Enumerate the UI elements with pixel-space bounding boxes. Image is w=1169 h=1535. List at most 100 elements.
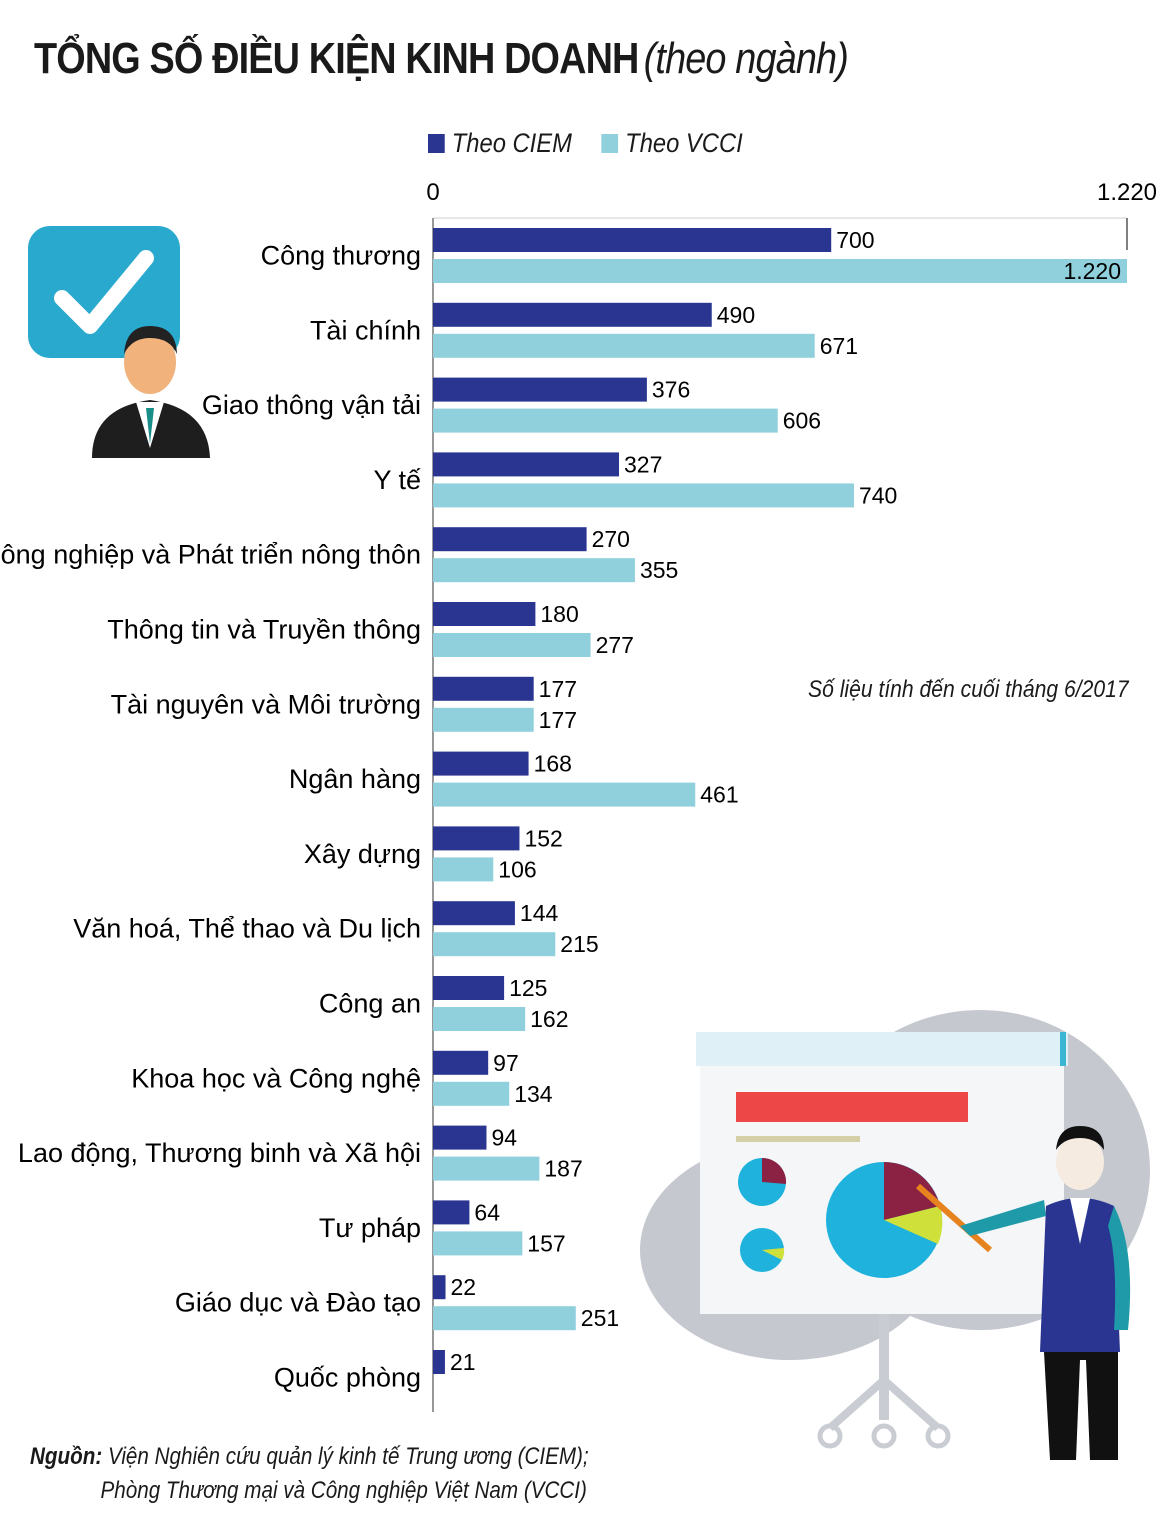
bar-vcci xyxy=(433,1007,526,1031)
legend: Theo CIEM Theo VCCI xyxy=(428,128,766,159)
data-label: 64 xyxy=(474,1199,500,1225)
bar-ciem xyxy=(433,1125,487,1150)
category-label: Khoa học và Công nghệ xyxy=(131,1063,421,1093)
legend-item-ciem: Theo CIEM xyxy=(428,128,572,159)
data-label: 461 xyxy=(700,782,738,808)
bar-ciem xyxy=(433,228,832,252)
category-label: Quốc phòng xyxy=(274,1363,421,1393)
data-label: 355 xyxy=(640,557,678,583)
data-label: 700 xyxy=(836,227,874,253)
data-label: 177 xyxy=(539,676,577,702)
legend-swatch-ciem xyxy=(428,134,445,153)
category-label: Nông nghiệp và Phát triển nông thôn xyxy=(0,540,421,570)
data-label: 21 xyxy=(450,1349,476,1375)
bar-vcci xyxy=(433,932,556,957)
bar-vcci xyxy=(433,259,1127,283)
checkmark-icon xyxy=(54,250,154,334)
legend-label-vcci: Theo VCCI xyxy=(625,128,743,158)
data-label: 1.220 xyxy=(1063,258,1121,284)
bar-vcci xyxy=(433,1081,510,1106)
checkmark-businessman-illustration xyxy=(28,226,210,458)
bar-vcci xyxy=(433,857,494,882)
bar-vcci xyxy=(433,333,815,358)
data-label: 606 xyxy=(783,408,821,434)
bar-vcci xyxy=(433,1231,523,1256)
presentation-illustration xyxy=(640,1010,1150,1460)
data-label: 490 xyxy=(717,302,755,328)
x-tick-label: 1.220 xyxy=(1097,179,1157,206)
data-label: 215 xyxy=(560,931,598,957)
bar-ciem xyxy=(433,452,620,477)
bar-vcci xyxy=(433,1306,576,1331)
data-label: 162 xyxy=(530,1006,568,1032)
category-label: Tài nguyên và Môi trường xyxy=(111,689,421,719)
bar-ciem xyxy=(433,1275,446,1300)
bar-ciem xyxy=(433,527,587,552)
data-label: 376 xyxy=(652,377,690,403)
category-label: Ngân hàng xyxy=(289,764,421,794)
bar-ciem xyxy=(433,602,536,626)
bar-ciem xyxy=(433,826,520,851)
data-label: 177 xyxy=(539,707,577,733)
data-label: 144 xyxy=(520,900,559,926)
source-line-1: Viện Nghiên cứu quản lý kinh tế Trung ươ… xyxy=(107,1443,589,1470)
legend-swatch-vcci xyxy=(601,134,619,153)
source-line-2: Phòng Thương mại và Công nghiệp Việt Nam… xyxy=(100,1477,587,1504)
bar-vcci xyxy=(433,707,534,732)
bar-vcci xyxy=(433,782,696,807)
legend-item-vcci: Theo VCCI xyxy=(601,128,743,159)
bar-vcci xyxy=(433,1156,540,1181)
category-label: Xây dựng xyxy=(304,839,421,869)
data-label: 22 xyxy=(451,1274,477,1300)
category-label: Tài chính xyxy=(310,315,421,345)
bar-ciem xyxy=(433,1350,445,1374)
category-label: Y tế xyxy=(373,465,421,495)
x-tick-label: 0 xyxy=(426,179,439,206)
data-label: 251 xyxy=(581,1305,619,1331)
data-label: 106 xyxy=(498,856,536,882)
source-note: Nguồn: Viện Nghiên cứu quản lý kinh tế T… xyxy=(30,1440,589,1508)
bar-ciem xyxy=(433,976,505,1000)
data-label: 327 xyxy=(624,451,662,477)
bar-ciem xyxy=(433,676,534,701)
bar-vcci xyxy=(433,633,591,657)
data-note: Số liệu tính đến cuối tháng 6/2017 xyxy=(808,676,1129,703)
data-label: 277 xyxy=(596,632,634,658)
category-label: Thông tin và Truyền thông xyxy=(107,615,421,645)
bar-vcci xyxy=(433,483,854,508)
title-main: TỔNG SỐ ĐIỀU KIỆN KINH DOANH xyxy=(34,34,639,83)
bar-ciem xyxy=(433,377,647,402)
category-label: Công thương xyxy=(261,241,421,271)
data-label: 134 xyxy=(514,1081,553,1107)
data-label: 180 xyxy=(540,601,578,627)
person-head-icon xyxy=(124,330,176,394)
presenter-head-icon xyxy=(1056,1134,1104,1190)
category-label: Văn hoá, Thể thao và Du lịch xyxy=(73,914,421,944)
category-label: Giao thông vận tải xyxy=(202,390,421,420)
bar-ciem xyxy=(433,751,529,776)
bar-ciem xyxy=(433,1050,489,1075)
bar-ciem xyxy=(433,1200,470,1225)
data-label: 152 xyxy=(524,825,562,851)
data-label: 740 xyxy=(859,482,897,508)
data-label: 157 xyxy=(527,1230,565,1256)
data-label: 168 xyxy=(534,751,572,777)
chart-title: TỔNG SỐ ĐIỀU KIỆN KINH DOANH (theo ngành) xyxy=(34,34,849,84)
bar-vcci xyxy=(433,408,778,433)
category-label: Công an xyxy=(319,989,421,1019)
data-label: 270 xyxy=(592,526,630,552)
data-label: 187 xyxy=(544,1156,582,1182)
bar-vcci xyxy=(433,558,635,583)
category-label: Giáo dục và Đào tạo xyxy=(175,1288,421,1318)
category-label: Tư pháp xyxy=(319,1213,421,1243)
category-label: Lao động, Thương binh và Xã hội xyxy=(18,1138,421,1168)
data-label: 671 xyxy=(820,333,858,359)
presenter-body-icon xyxy=(1040,1198,1120,1352)
data-label: 125 xyxy=(509,975,547,1001)
bar-ciem xyxy=(433,901,515,926)
title-subtitle: (theo ngành) xyxy=(643,34,849,83)
bar-ciem xyxy=(433,302,712,327)
data-label: 94 xyxy=(491,1125,517,1151)
legend-label-ciem: Theo CIEM xyxy=(451,128,572,158)
